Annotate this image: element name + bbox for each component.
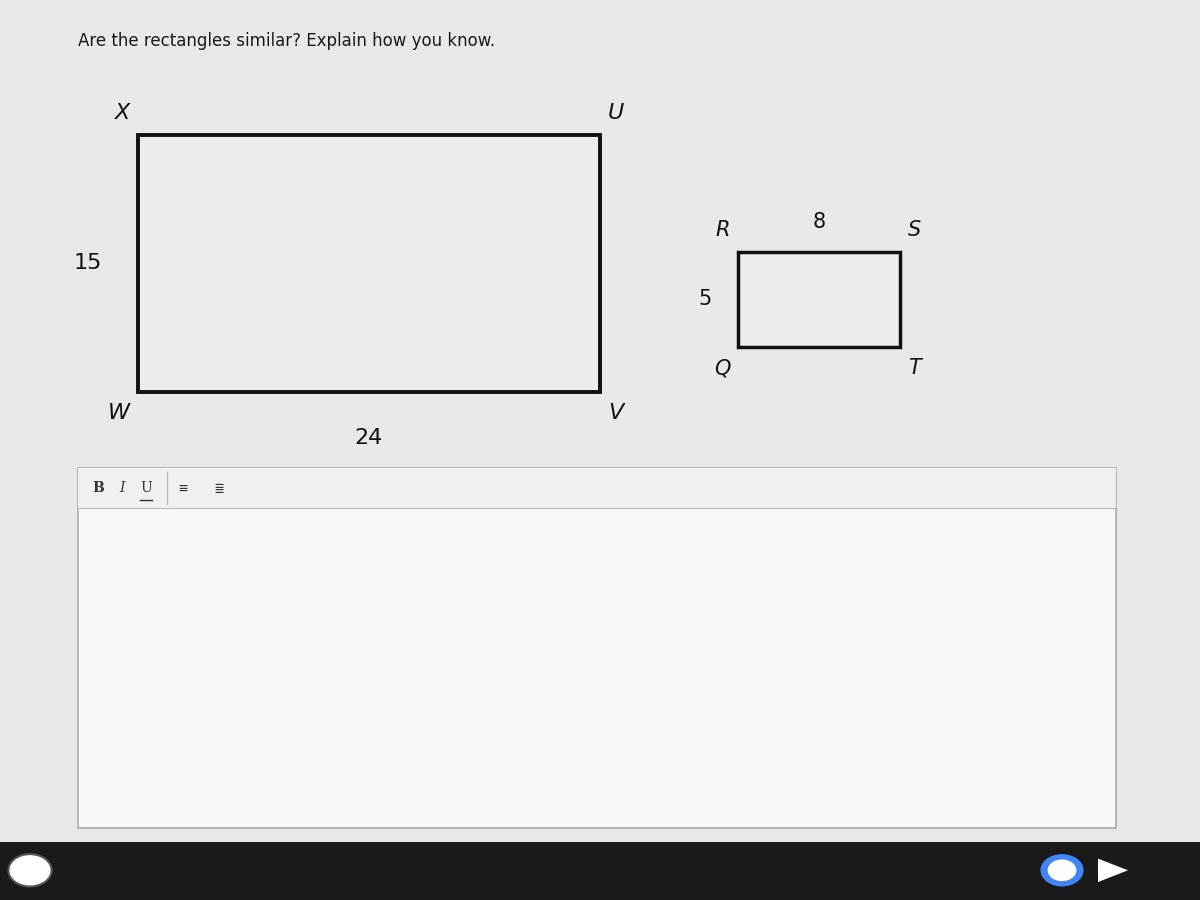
Bar	[738, 252, 900, 346]
Text: S: S	[908, 220, 922, 240]
Polygon shape	[1098, 859, 1128, 882]
Text: 5: 5	[698, 289, 712, 310]
Text: R: R	[715, 220, 730, 240]
Circle shape	[1040, 854, 1084, 886]
Text: U: U	[607, 104, 624, 123]
Text: Q: Q	[714, 358, 730, 378]
Text: U: U	[140, 482, 152, 495]
Text: B: B	[92, 482, 104, 495]
Text: ≡: ≡	[179, 481, 188, 496]
Text: 24: 24	[355, 428, 383, 447]
Circle shape	[1048, 860, 1076, 881]
Bar	[138, 135, 600, 392]
Bar	[78, 468, 1116, 828]
Text: I: I	[119, 482, 125, 495]
Text: W: W	[108, 403, 130, 423]
Text: ≣: ≣	[215, 481, 224, 496]
Text: 8: 8	[812, 212, 826, 232]
Text: 15: 15	[73, 253, 102, 274]
Text: Are the rectangles similar? Explain how you know.: Are the rectangles similar? Explain how …	[78, 32, 496, 50]
Bar	[78, 468, 1116, 508]
Text: V: V	[607, 403, 623, 423]
Circle shape	[8, 854, 52, 886]
Text: X: X	[115, 104, 130, 123]
Bar	[0, 842, 1200, 900]
Text: T: T	[908, 358, 920, 378]
